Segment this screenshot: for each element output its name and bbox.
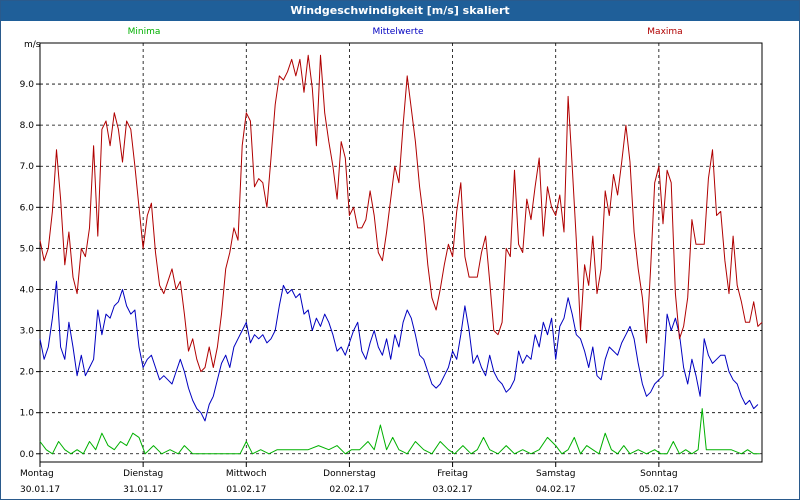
- x-tick-date-label: 05.02.17: [639, 485, 679, 495]
- y-tick-label: 1.0: [20, 409, 35, 419]
- x-tick-day-label: Freitag: [437, 469, 468, 479]
- grid-lines: [40, 43, 762, 462]
- y-tick-label: 9.0: [20, 80, 35, 90]
- legend-entry: Minima: [128, 27, 161, 37]
- y-tick-label: 3.0: [20, 327, 35, 337]
- legend-entry: Mittelwerte: [372, 27, 423, 37]
- x-tick-day-label: Samstag: [536, 469, 575, 479]
- series-line-mittelwerte: [39, 280, 759, 422]
- y-tick-label: 2.0: [20, 368, 35, 378]
- x-tick-day-label: Montag: [20, 469, 54, 479]
- x-tick-day-label: Mittwoch: [226, 469, 267, 479]
- x-tick-date-label: 04.02.17: [536, 485, 576, 495]
- y-axis-label: m/s: [24, 40, 41, 50]
- x-tick-date-label: 03.02.17: [433, 485, 473, 495]
- y-tick-label: 4.0: [20, 285, 35, 295]
- x-tick-day-label: Donnerstag: [323, 469, 376, 479]
- x-tick-date-label: 02.02.17: [329, 485, 369, 495]
- plot-frame: [39, 42, 763, 463]
- series-line-minima: [39, 408, 760, 455]
- x-axis-ticks: Montag 30.01.17 Dienstag 31.01.17 Mittwoch 01…: [20, 462, 679, 495]
- series-line-maxima: [39, 54, 763, 373]
- y-axis-ticks: 0.0 1.0 2.0 3.0 4.0 5.0 6.0 7.0 8.0 9.0: [20, 80, 40, 460]
- x-tick-day-label: Dienstag: [123, 469, 163, 479]
- window-title: Windgeschwindigkeit [m/s] skaliert: [1, 1, 799, 21]
- x-tick-date-label: 01.02.17: [226, 485, 266, 495]
- series-lines: [39, 54, 763, 455]
- x-tick-date-label: 30.01.17: [20, 485, 60, 495]
- y-tick-label: 7.0: [20, 162, 35, 172]
- x-tick-date-label: 31.01.17: [123, 485, 163, 495]
- wind-speed-chart: m/s 0.0 1.0 2.0 3.0 4.0 5.0 6.0 7.0 8.0 9.0 Monta…: [20, 27, 763, 495]
- legend-entry: Maxima: [647, 27, 682, 37]
- y-tick-label: 0.0: [20, 450, 35, 460]
- legend: Minima Mittelwerte Maxima: [128, 27, 683, 37]
- y-tick-label: 6.0: [20, 203, 35, 213]
- x-tick-day-label: Sonntag: [640, 469, 677, 479]
- y-tick-label: 5.0: [20, 244, 35, 254]
- y-tick-label: 8.0: [20, 121, 35, 131]
